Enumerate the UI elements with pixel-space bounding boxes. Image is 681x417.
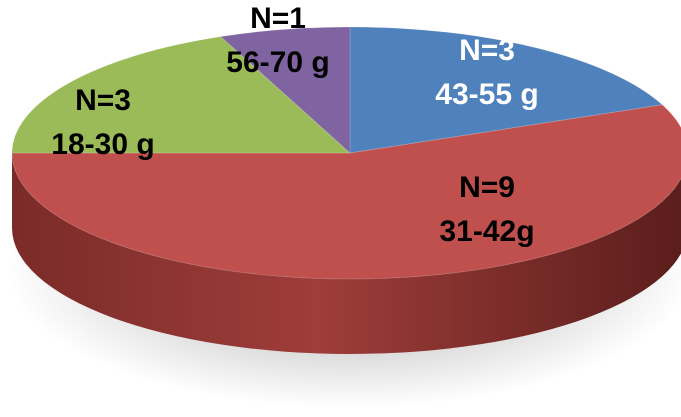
slice-range-label: 56-70 g xyxy=(226,46,329,79)
pie-slice-1 xyxy=(349,26,664,154)
slice-range-label: 31-42g xyxy=(439,215,534,248)
pie-slice-2 xyxy=(11,104,681,280)
pie-slice-side xyxy=(12,153,681,354)
slice-range-label: 43-55 g xyxy=(435,78,538,111)
pie-slice-3 xyxy=(11,36,352,154)
slice-range-label: 18-30 g xyxy=(51,128,154,161)
pie-sides xyxy=(12,153,681,354)
pie-labels: N=3 43-55 g N=9 31-42g N=3 18-30 g N=1 56-70 g xyxy=(51,2,538,248)
pie-slice-4 xyxy=(219,26,351,155)
pie-slices xyxy=(11,26,681,280)
slice-count-label: N=3 xyxy=(459,34,515,67)
slice-count-label: N=3 xyxy=(75,84,131,117)
slice-count-label: N=1 xyxy=(250,2,306,35)
slice-count-label: N=9 xyxy=(459,171,515,204)
